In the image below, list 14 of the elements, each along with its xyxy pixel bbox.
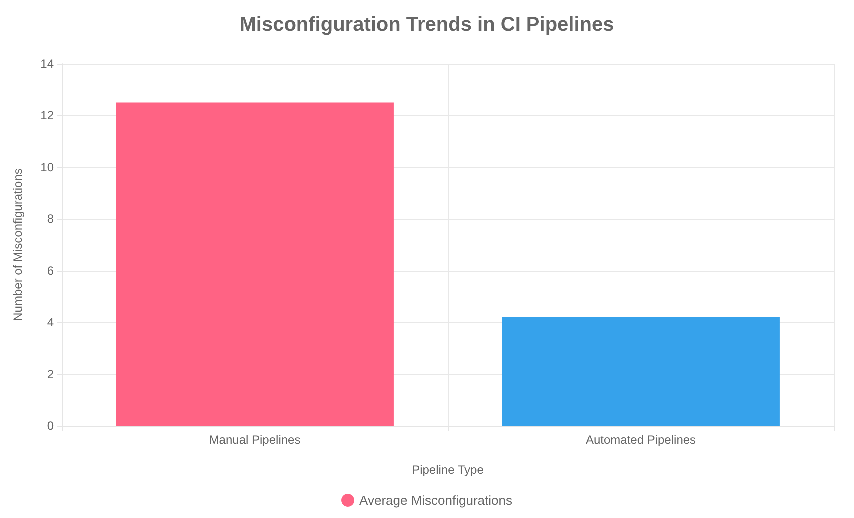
y-tick-label: 14 [40, 57, 54, 71]
y-tick-label: 2 [47, 367, 54, 382]
y-tick-label: 10 [40, 160, 54, 174]
y-tick-label: 12 [40, 108, 54, 123]
legend-label: Average Misconfigurations [360, 493, 513, 508]
x-tick-label: Automated Pipelines [586, 433, 696, 447]
y-tick-label: 6 [47, 264, 54, 278]
y-tick-label: 0 [47, 419, 54, 433]
x-tick-label: Manual Pipelines [209, 433, 301, 447]
y-tick-label: 4 [47, 316, 54, 330]
x-axis-title: Pipeline Type [412, 463, 484, 477]
y-axis-title: Number of Misconfigurations [11, 168, 25, 322]
y-tick-label: 8 [47, 212, 54, 226]
chart-title: Misconfiguration Trends in CI Pipelines [240, 14, 614, 36]
